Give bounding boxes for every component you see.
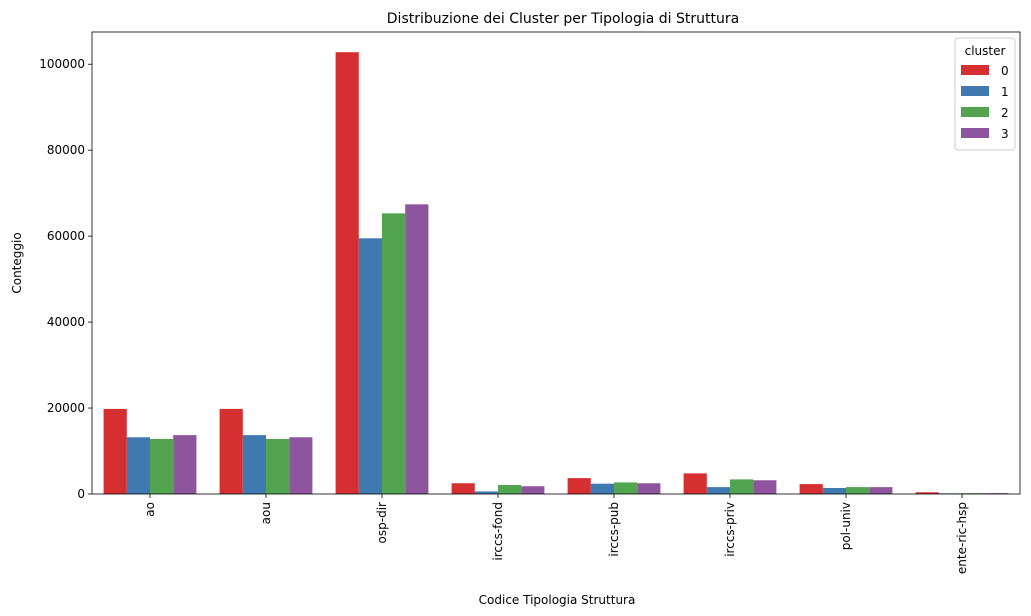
- bar-osp-dir-cluster-1: [358, 238, 382, 494]
- bar-ao-cluster-3: [173, 435, 197, 494]
- legend-swatch-2: [961, 107, 989, 117]
- x-tick-label: irccs-fond: [491, 502, 505, 561]
- bar-osp-dir-cluster-2: [382, 213, 406, 495]
- bar-ente-ric-hsp-cluster-2: [962, 493, 986, 494]
- bar-irccs-priv-cluster-1: [706, 487, 730, 494]
- bar-ao-cluster-2: [150, 438, 174, 494]
- bar-irccs-pub-cluster-1: [590, 483, 614, 494]
- legend-swatch-0: [961, 65, 989, 75]
- x-tick-label: ente-ric-hsp: [955, 502, 969, 574]
- bar-irccs-pub-cluster-2: [614, 482, 638, 494]
- legend: cluster 0 1 2 3: [954, 37, 1016, 151]
- bar-pol-univ-cluster-1: [822, 487, 846, 494]
- bar-aou-cluster-3: [289, 437, 313, 494]
- bar-osp-dir-cluster-0: [335, 52, 359, 494]
- legend-swatch-1: [961, 86, 989, 96]
- bar-irccs-pub-cluster-3: [637, 483, 661, 494]
- bar-aou-cluster-1: [242, 435, 266, 494]
- legend-swatch-3: [961, 128, 989, 138]
- bar-irccs-fond-cluster-2: [498, 484, 522, 494]
- bar-irccs-priv-cluster-3: [753, 480, 777, 494]
- legend-label-0: 0: [1001, 64, 1009, 78]
- bar-irccs-priv-cluster-0: [683, 473, 707, 494]
- legend-label-1: 1: [1001, 85, 1009, 99]
- bar-pol-univ-cluster-0: [799, 484, 823, 494]
- x-tick-label: irccs-pub: [607, 502, 621, 557]
- y-tick-label: 80000: [47, 143, 85, 157]
- bar-ao-cluster-1: [126, 437, 150, 494]
- bar-ente-ric-hsp-cluster-3: [985, 493, 1009, 494]
- x-tick-label: ao: [143, 502, 157, 517]
- bar-irccs-fond-cluster-0: [451, 483, 475, 494]
- legend-title: cluster: [965, 44, 1006, 58]
- bar-ao-cluster-0: [103, 408, 127, 494]
- bar-irccs-fond-cluster-3: [521, 486, 545, 494]
- plot-area: 0 20000 40000 60000 80000 100000 ao aou osp-dir i…: [39, 31, 1021, 574]
- x-tick-label: pol-univ: [839, 502, 853, 550]
- bar-ente-ric-hsp-cluster-0: [915, 492, 939, 494]
- bar-aou-cluster-2: [266, 438, 290, 494]
- x-axis-label: Codice Tipologia Struttura: [479, 593, 636, 607]
- y-tick-label: 60000: [47, 229, 85, 243]
- bar-pol-univ-cluster-2: [846, 487, 870, 494]
- y-axis-label: Conteggio: [10, 232, 24, 293]
- legend-label-2: 2: [1001, 106, 1009, 120]
- bar-aou-cluster-0: [219, 408, 243, 494]
- x-tick-label: osp-dir: [375, 502, 389, 543]
- chart-title: Distribuzione dei Cluster per Tipologia …: [387, 11, 739, 27]
- bar-pol-univ-cluster-3: [869, 487, 893, 494]
- y-tick-label: 40000: [47, 315, 85, 329]
- bar-irccs-priv-cluster-2: [730, 479, 754, 494]
- bar-irccs-pub-cluster-0: [567, 478, 591, 494]
- legend-label-3: 3: [1001, 127, 1009, 141]
- y-tick-label: 20000: [47, 401, 85, 415]
- bar-osp-dir-cluster-3: [405, 204, 429, 494]
- bar-irccs-fond-cluster-1: [474, 491, 498, 494]
- axes-frame: [91, 31, 1021, 495]
- x-tick-label: irccs-priv: [723, 502, 737, 557]
- x-tick-label: aou: [259, 502, 273, 524]
- y-tick-label: 0: [77, 487, 85, 501]
- y-tick-label: 100000: [39, 57, 85, 71]
